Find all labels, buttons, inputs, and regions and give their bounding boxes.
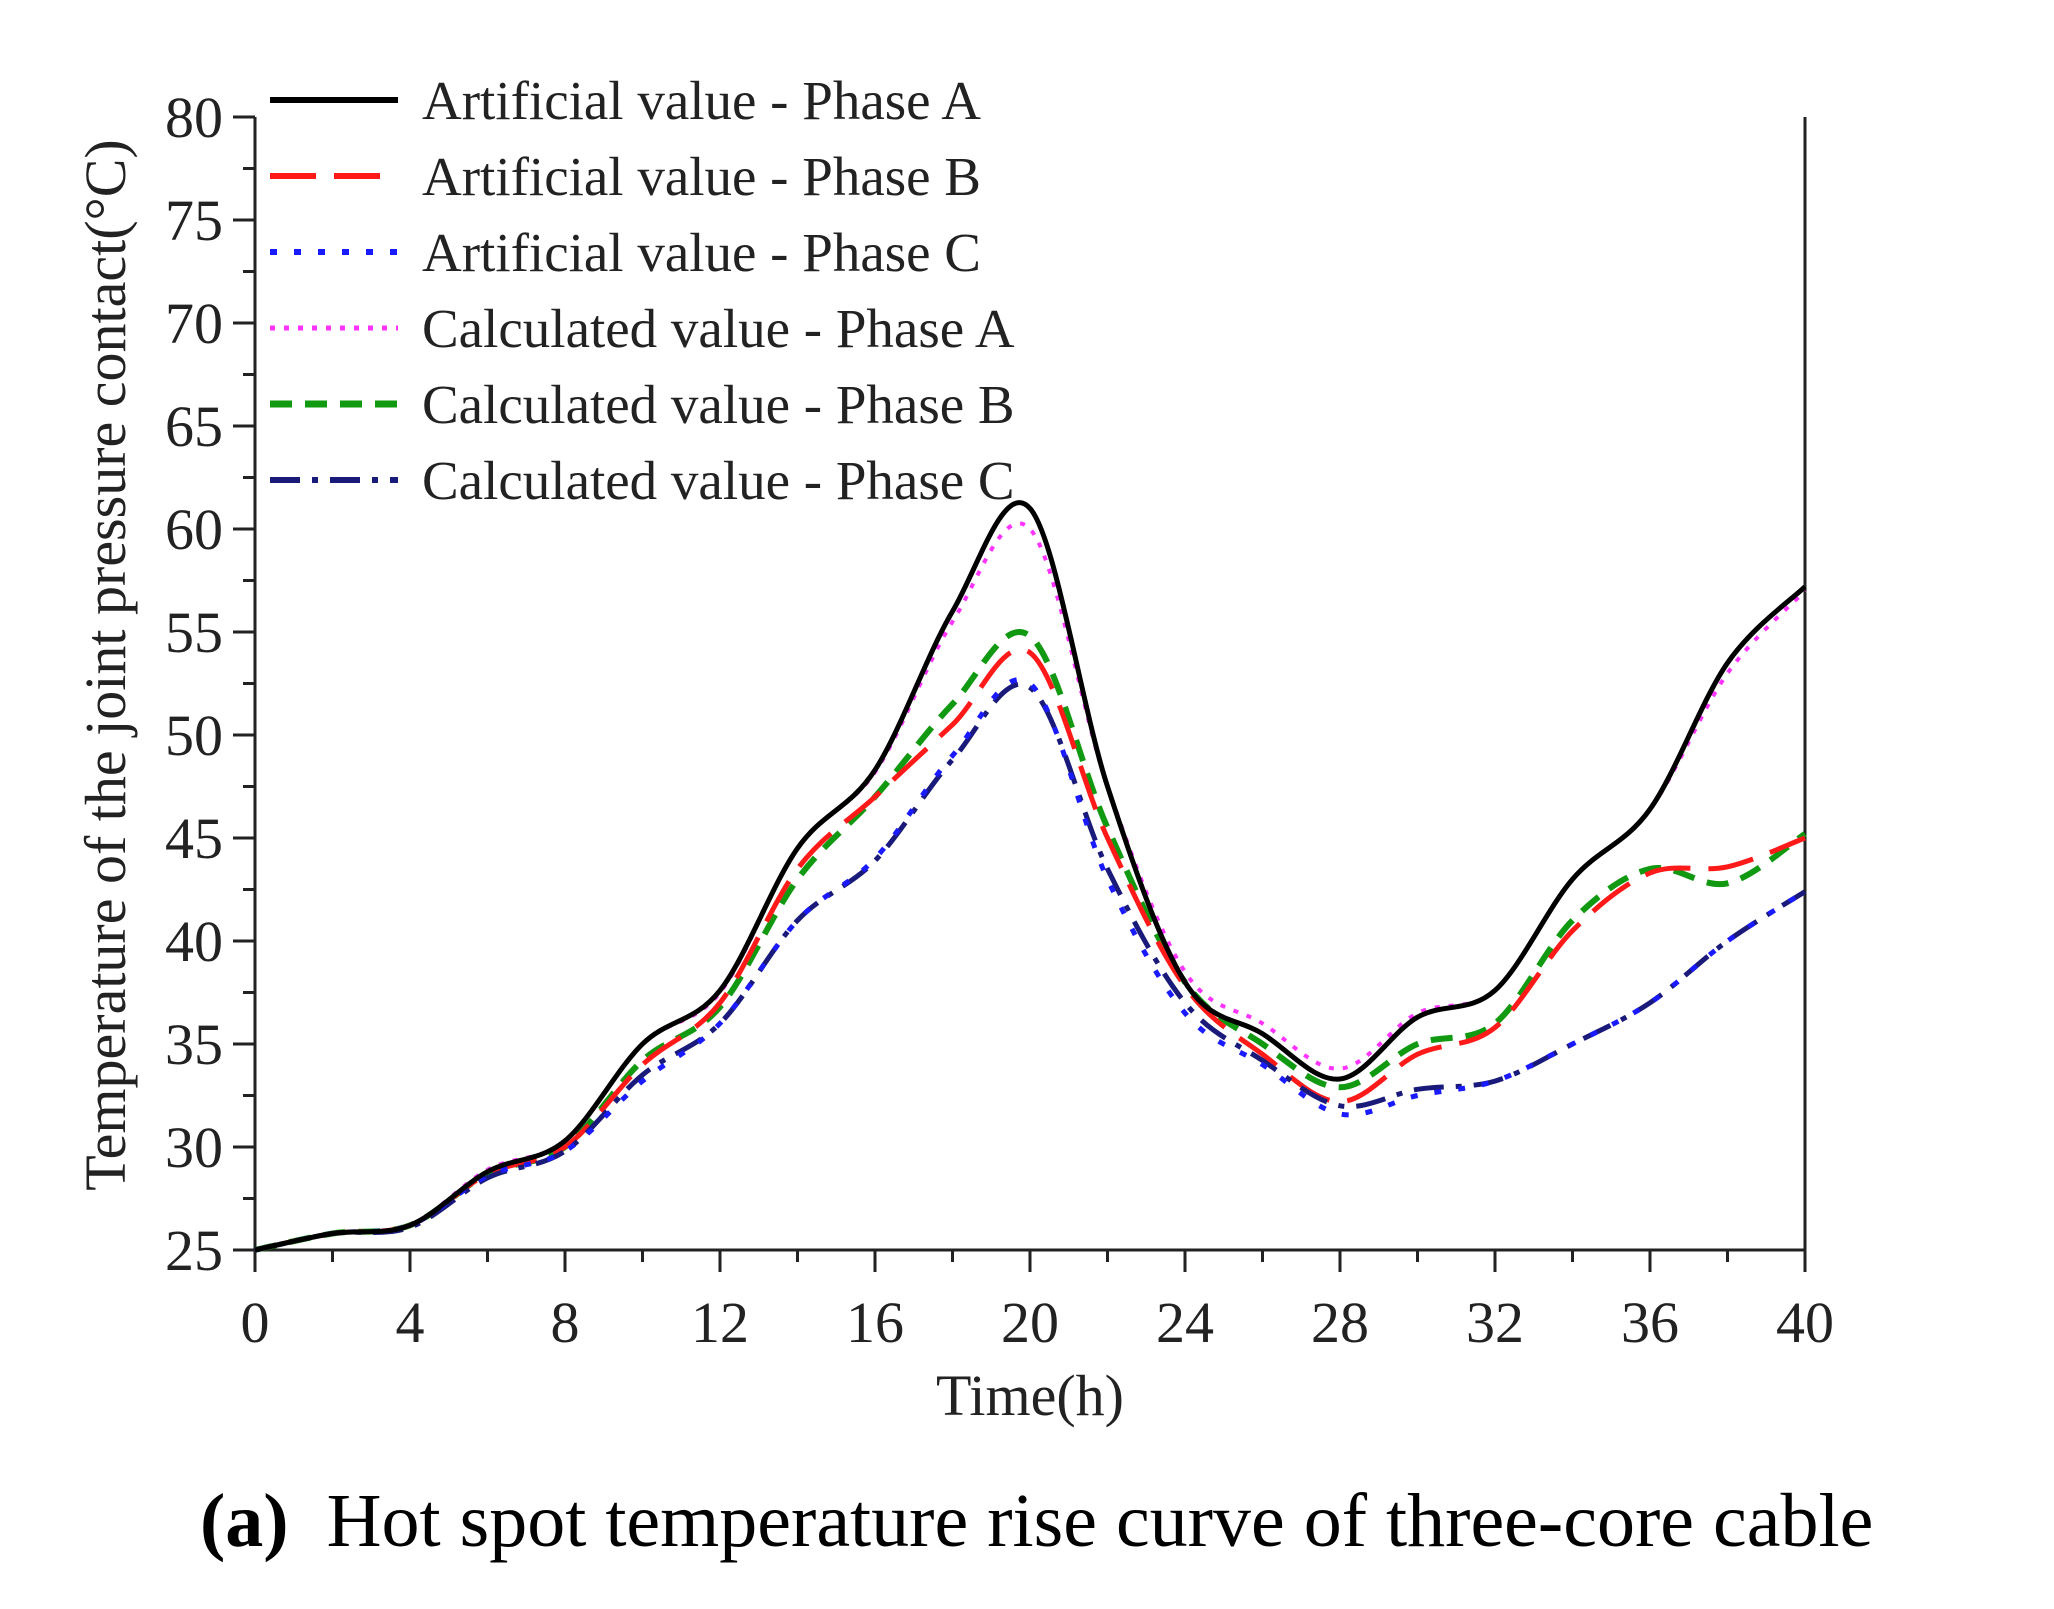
y-tick-label: 70 (165, 291, 223, 356)
series-lines (254, 500, 1807, 1253)
y-axis-title: Temperature of the joint pressure contac… (73, 139, 138, 1190)
y-tick-label: 30 (165, 1115, 223, 1180)
y-tick-label: 50 (165, 703, 223, 768)
y-tick-label: 35 (165, 1012, 223, 1077)
x-tick-label: 24 (1156, 1290, 1214, 1355)
tick-labels: 0 4 8 12 16 20 24 28 32 36 40 25 30 35 40 45 50 55 60 65 70 7… (165, 85, 1834, 1355)
y-tick-label: 65 (165, 394, 223, 459)
series-line-3 (254, 677, 1807, 1253)
x-tick-label: 20 (1001, 1290, 1059, 1355)
figure-caption: (a) Hot spot temperature rise curve of th… (200, 1478, 1873, 1565)
y-tick-label: 45 (165, 806, 223, 871)
x-tick-label: 36 (1621, 1290, 1679, 1355)
y-tick-label: 25 (165, 1218, 223, 1283)
legend-label-1: Artificial value - Phase A (422, 70, 981, 131)
legend-label-6: Calculated value - Phase C (422, 450, 1015, 511)
x-tick-label: 40 (1776, 1290, 1834, 1355)
x-tick-label: 16 (846, 1290, 904, 1355)
series-line-5 (254, 629, 1807, 1253)
x-tick-label: 0 (241, 1290, 270, 1355)
x-tick-label: 28 (1311, 1290, 1369, 1355)
legend-label-4: Calculated value - Phase A (422, 298, 1015, 359)
x-tick-label: 8 (551, 1290, 580, 1355)
series-line-4 (254, 521, 1807, 1252)
y-tick-label: 40 (165, 909, 223, 974)
y-tick-label: 75 (165, 188, 223, 253)
plot-area (253, 117, 1807, 1252)
series-line-1 (254, 500, 1807, 1253)
series-line-2 (254, 647, 1806, 1253)
x-axis-title: Time(h) (936, 1363, 1124, 1428)
tick-marks (233, 115, 1807, 1272)
caption-label: (a) (200, 1479, 289, 1563)
series-line-6 (254, 682, 1807, 1253)
legend-label-3: Artificial value - Phase C (422, 222, 981, 283)
y-tick-label: 60 (165, 497, 223, 562)
y-tick-label: 55 (165, 600, 223, 665)
x-tick-label: 4 (396, 1290, 425, 1355)
y-tick-label: 80 (165, 85, 223, 150)
x-tick-label: 12 (691, 1290, 749, 1355)
legend-label-2: Artificial value - Phase B (422, 146, 981, 207)
x-tick-label: 32 (1466, 1290, 1524, 1355)
legend-label-5: Calculated value - Phase B (422, 374, 1015, 435)
caption-text: Hot spot temperature rise curve of three… (326, 1479, 1874, 1563)
legend: Artificial value - Phase A Artificial val… (270, 70, 1015, 511)
